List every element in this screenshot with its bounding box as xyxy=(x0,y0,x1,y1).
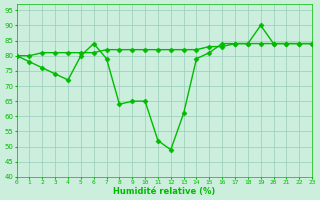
X-axis label: Humidité relative (%): Humidité relative (%) xyxy=(113,187,215,196)
